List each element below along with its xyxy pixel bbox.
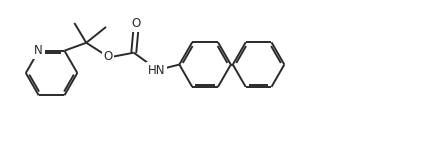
Text: HN: HN: [148, 64, 165, 77]
Text: O: O: [103, 50, 113, 63]
Text: N: N: [34, 44, 43, 57]
Text: O: O: [131, 18, 140, 31]
